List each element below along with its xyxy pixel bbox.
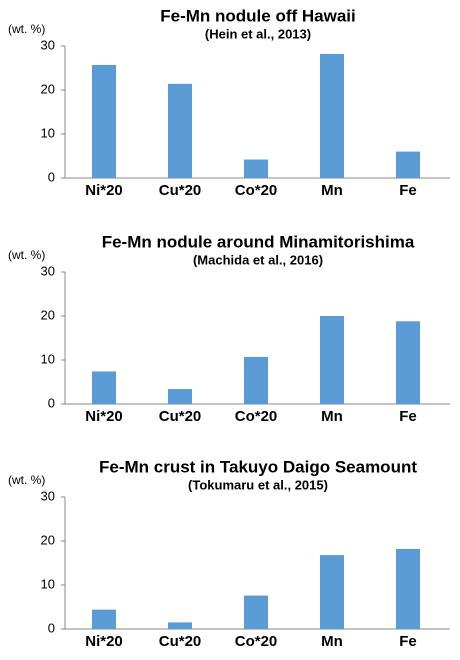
chart-title: Fe-Mn nodule off Hawaii — [160, 6, 356, 25]
bar — [92, 609, 116, 629]
chart-title: Fe-Mn nodule around Minamitorishima — [102, 232, 415, 251]
y-tick-label: 0 — [48, 620, 55, 635]
y-tick-label: 30 — [41, 263, 55, 278]
bar — [244, 595, 268, 629]
bar — [320, 53, 344, 178]
x-tick-label: Mn — [321, 408, 343, 425]
y-tick-label: 20 — [41, 81, 55, 96]
y-axis-label: (wt. %) — [8, 473, 45, 487]
y-tick-label: 30 — [41, 37, 55, 52]
x-tick-label: Cu*20 — [159, 633, 202, 650]
x-tick-label: Mn — [321, 182, 343, 199]
bar — [244, 159, 268, 178]
y-tick-label: 20 — [41, 307, 55, 322]
y-tick-label: 10 — [41, 125, 55, 140]
y-tick-label: 10 — [41, 351, 55, 366]
chart-subtitle: (Tokumaru et al., 2015) — [188, 477, 328, 492]
x-tick-label: Cu*20 — [159, 408, 202, 425]
bar — [396, 151, 420, 178]
x-tick-label: Fe — [399, 182, 417, 199]
y-tick-label: 0 — [48, 169, 55, 184]
bar — [92, 64, 116, 178]
bar — [320, 555, 344, 629]
x-tick-label: Cu*20 — [159, 182, 202, 199]
bar — [168, 622, 192, 629]
y-tick-label: 0 — [48, 395, 55, 410]
bar — [92, 371, 116, 404]
y-tick-label: 20 — [41, 532, 55, 547]
bar — [396, 321, 420, 404]
chart-title: Fe-Mn crust in Takuyo Daigo Seamount — [99, 457, 417, 476]
x-tick-label: Fe — [399, 408, 417, 425]
x-tick-label: Mn — [321, 633, 343, 650]
y-axis-label: (wt. %) — [8, 248, 45, 262]
x-tick-label: Fe — [399, 633, 417, 650]
y-tick-label: 30 — [41, 488, 55, 503]
bar — [396, 548, 420, 629]
y-axis-label: (wt. %) — [8, 22, 45, 36]
bar — [244, 356, 268, 404]
x-tick-label: Ni*20 — [85, 182, 123, 199]
x-tick-label: Ni*20 — [85, 408, 123, 425]
chart-subtitle: (Machida et al., 2016) — [193, 252, 323, 267]
bar — [320, 316, 344, 404]
y-tick-label: 10 — [41, 576, 55, 591]
x-tick-label: Co*20 — [235, 633, 278, 650]
bar — [168, 389, 192, 404]
x-tick-label: Co*20 — [235, 408, 278, 425]
chart-subtitle: (Hein et al., 2013) — [205, 26, 311, 41]
x-tick-label: Co*20 — [235, 182, 278, 199]
bar — [168, 83, 192, 178]
x-tick-label: Ni*20 — [85, 633, 123, 650]
